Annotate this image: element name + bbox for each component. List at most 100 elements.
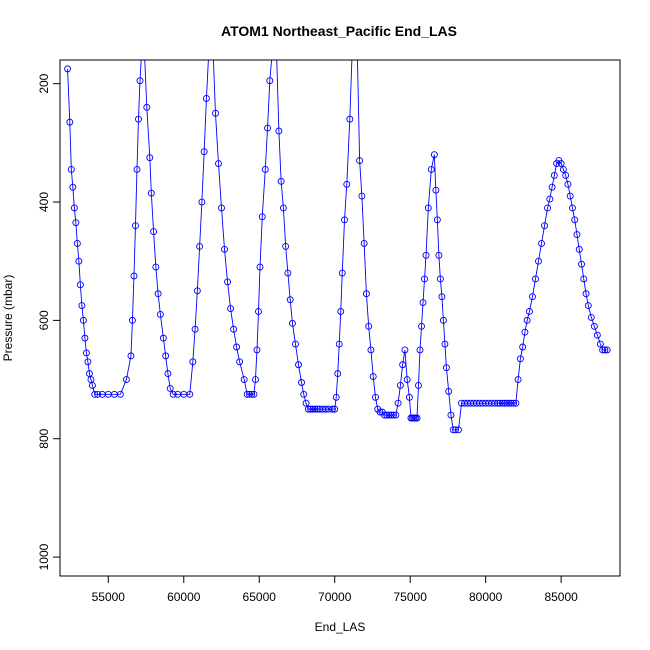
data-point <box>343 180 351 188</box>
data-point <box>529 293 536 301</box>
x-tick-label: 80000 <box>469 590 503 604</box>
data-point <box>569 204 576 212</box>
data-point <box>441 340 449 348</box>
data-point <box>544 204 551 212</box>
data-point <box>264 124 271 132</box>
data-point <box>514 376 522 383</box>
data-point <box>455 426 462 434</box>
data-point <box>582 290 590 298</box>
y-tick-label: 1000 <box>37 543 51 570</box>
data-point <box>566 192 574 200</box>
y-tick-label: 600 <box>37 310 51 330</box>
data-point <box>546 195 554 203</box>
data-point <box>516 355 524 363</box>
data-point <box>503 399 511 407</box>
data-point <box>418 322 425 330</box>
data-point <box>193 287 201 295</box>
data-point <box>243 390 251 398</box>
data-point <box>596 340 604 348</box>
data-point <box>413 414 421 422</box>
data-point <box>248 390 256 398</box>
data-point <box>279 204 287 212</box>
data-point <box>64 65 72 73</box>
data-point <box>236 358 244 366</box>
y-tick-label: 400 <box>37 192 51 212</box>
data-point <box>66 118 74 126</box>
data-point <box>162 352 170 360</box>
data-point <box>548 183 556 191</box>
data-point <box>156 311 164 318</box>
data-point <box>311 405 319 413</box>
data-point <box>295 361 302 369</box>
data-point <box>266 77 274 85</box>
data-point <box>392 411 400 419</box>
data-point <box>419 299 427 307</box>
data-point <box>253 346 261 354</box>
data-point <box>447 411 455 419</box>
data-point <box>136 77 144 85</box>
data-point <box>196 242 204 250</box>
data-point <box>532 275 539 283</box>
data-point <box>73 239 81 247</box>
data-point <box>358 192 366 200</box>
data-point <box>230 325 238 333</box>
data-point <box>261 166 269 173</box>
data-point <box>578 260 585 268</box>
data-point <box>304 405 312 413</box>
data-point <box>396 382 404 389</box>
data-point <box>421 275 428 283</box>
data-point <box>337 308 345 315</box>
data-point <box>372 393 379 401</box>
data-point <box>256 263 264 271</box>
data-point <box>212 109 219 117</box>
data-point <box>525 308 533 315</box>
data-point <box>512 399 520 407</box>
y-tick-label: 200 <box>37 73 51 93</box>
data-point <box>394 399 402 407</box>
data-point <box>250 390 258 398</box>
data-point <box>277 177 285 185</box>
data-point <box>439 316 447 324</box>
data-point <box>360 239 368 247</box>
series-layer <box>64 60 611 434</box>
data-point <box>573 231 581 239</box>
x-tick-label: 55000 <box>92 590 126 604</box>
data-point <box>202 95 210 102</box>
data-point <box>559 166 567 173</box>
data-point <box>523 316 531 324</box>
data-point <box>332 393 340 401</box>
data-point <box>433 216 441 224</box>
data-point <box>329 405 336 413</box>
x-axis: 55000 60000 65000 70000 75000 80000 85000 <box>92 575 578 604</box>
data-point <box>94 390 102 398</box>
data-point <box>498 399 506 407</box>
data-point <box>240 376 248 383</box>
data-point <box>387 411 395 419</box>
data-point <box>159 334 167 342</box>
data-point <box>416 346 424 354</box>
data-point <box>584 302 592 310</box>
data-point <box>258 213 266 221</box>
data-point <box>334 370 342 378</box>
data-point <box>189 358 197 366</box>
x-tick-label: 85000 <box>544 590 578 604</box>
y-axis: 200 400 600 800 1000 <box>37 73 60 570</box>
data-point <box>322 405 330 413</box>
data-point <box>128 316 136 324</box>
data-point <box>198 198 206 206</box>
data-point <box>436 275 444 283</box>
data-point <box>200 148 208 156</box>
data-point <box>69 183 77 191</box>
data-point <box>403 376 411 383</box>
x-axis-label: End_LAS <box>315 620 366 634</box>
data-point <box>587 313 595 321</box>
data-point <box>132 222 139 230</box>
data-point <box>130 272 138 280</box>
y-axis-label: Pressure (mbar) <box>1 275 15 362</box>
data-point <box>143 103 151 111</box>
data-point <box>233 343 241 351</box>
data-point <box>135 115 142 123</box>
data-point <box>307 405 315 413</box>
data-point <box>445 387 453 395</box>
data-point <box>367 346 375 354</box>
